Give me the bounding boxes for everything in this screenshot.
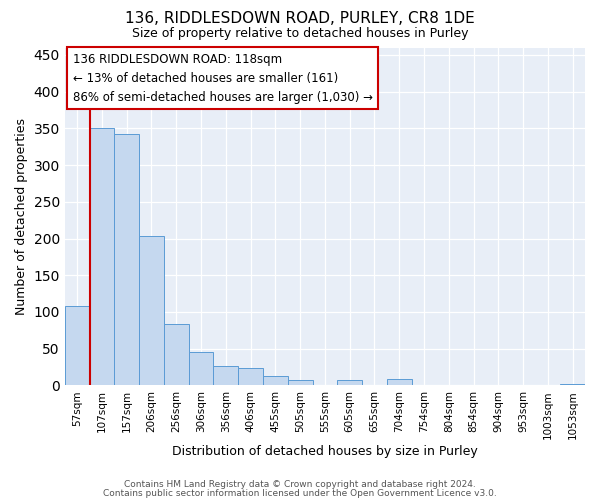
Bar (412, 384, 436, 386)
Bar (139, 236, 164, 386)
Bar (387, 379, 412, 386)
Text: Size of property relative to detached houses in Purley: Size of property relative to detached ho… (132, 28, 468, 40)
Bar (164, 324, 188, 386)
Bar (362, 384, 387, 386)
Bar (337, 380, 362, 386)
Bar (238, 368, 263, 386)
Bar (89, 128, 115, 386)
X-axis label: Distribution of detached houses by size in Purley: Distribution of detached houses by size … (172, 444, 478, 458)
Bar (313, 384, 337, 386)
Bar (560, 384, 585, 386)
Text: Contains HM Land Registry data © Crown copyright and database right 2024.: Contains HM Land Registry data © Crown c… (124, 480, 476, 489)
Bar (263, 376, 288, 386)
Bar (65, 306, 89, 386)
Text: 136 RIDDLESDOWN ROAD: 118sqm
← 13% of detached houses are smaller (161)
86% of s: 136 RIDDLESDOWN ROAD: 118sqm ← 13% of de… (73, 52, 373, 104)
Bar (188, 352, 214, 386)
Bar (115, 134, 139, 386)
Text: Contains public sector information licensed under the Open Government Licence v3: Contains public sector information licen… (103, 489, 497, 498)
Text: 136, RIDDLESDOWN ROAD, PURLEY, CR8 1DE: 136, RIDDLESDOWN ROAD, PURLEY, CR8 1DE (125, 11, 475, 26)
Bar (214, 366, 238, 386)
Y-axis label: Number of detached properties: Number of detached properties (15, 118, 28, 315)
Bar (288, 380, 313, 386)
